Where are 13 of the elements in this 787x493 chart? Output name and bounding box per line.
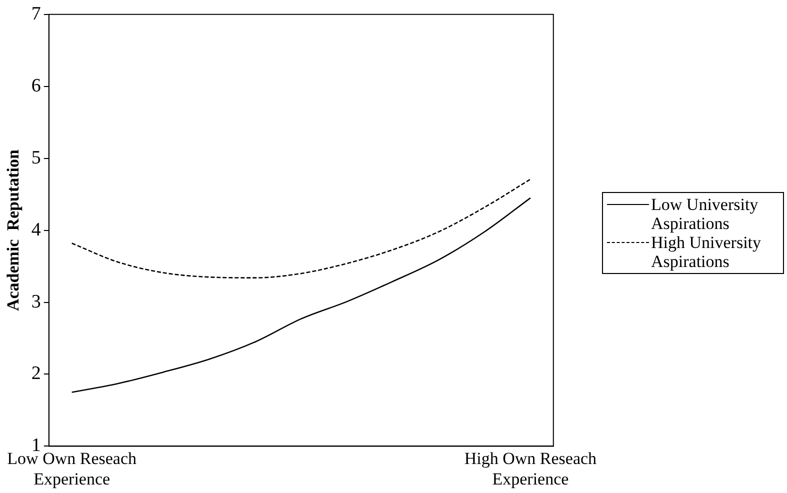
legend-label: Low University Aspirations — [651, 195, 760, 233]
y-axis-title: Academic Reputation — [4, 149, 23, 312]
y-tick-label: 7 — [31, 3, 41, 24]
y-tick-label: 5 — [31, 147, 41, 168]
y-tick-label: 1 — [31, 435, 41, 456]
y-tick-label: 4 — [31, 219, 42, 240]
line-series — [71, 178, 532, 278]
y-tick-label: 6 — [31, 75, 41, 96]
y-tick-label: 2 — [31, 363, 41, 384]
y-tick-label: 3 — [31, 291, 41, 312]
line-series — [71, 197, 532, 393]
x-tick-label: High Own Reseach Experience — [464, 448, 598, 488]
legend-label: High University Aspirations — [651, 233, 762, 271]
